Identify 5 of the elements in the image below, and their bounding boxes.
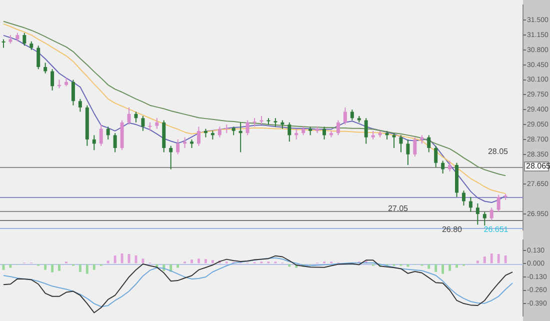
annotation: 26.651 [484, 225, 509, 234]
annotation: 27.05 [388, 204, 409, 214]
annotation: 26.80 [442, 225, 463, 234]
ref-line-label: 28.065 [526, 162, 550, 171]
annotation: 28.05 [488, 147, 509, 156]
